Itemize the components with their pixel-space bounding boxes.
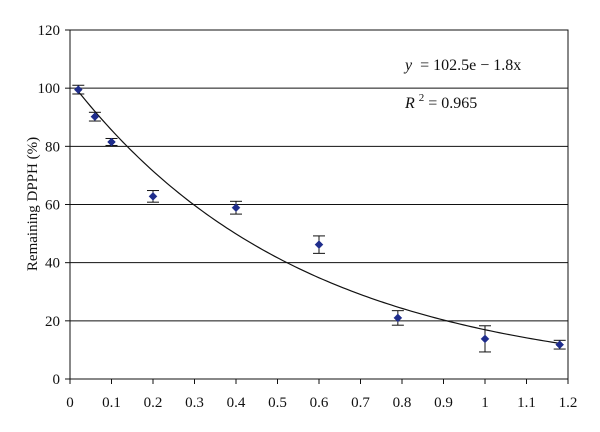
data-point: [147, 190, 159, 203]
diamond-marker: [555, 340, 565, 350]
diamond-marker: [231, 203, 241, 213]
y-tick-label: 0: [53, 372, 61, 388]
r2-superscript: 2: [419, 92, 425, 104]
data-point: [479, 325, 491, 353]
x-tick-label: 1.2: [559, 395, 578, 411]
y-axis-ticks: 0 20 40 60 80 100 120: [38, 23, 70, 388]
diamond-marker: [107, 137, 116, 147]
equation-rhs: = 102.5e − 1.8x: [420, 57, 521, 74]
diamond-marker: [73, 85, 83, 94]
x-tick-label: 0.1: [102, 395, 121, 411]
x-tick-label: 0.2: [144, 395, 163, 411]
x-tick-label: 0.9: [434, 395, 453, 411]
x-tick-label: 0: [66, 395, 74, 411]
diamond-marker: [480, 334, 490, 344]
y-axis-title: Remaining DPPH (%): [25, 137, 41, 271]
data-point: [72, 84, 85, 95]
data-point: [88, 111, 101, 122]
data-point: [105, 137, 118, 147]
diamond-marker: [90, 112, 100, 122]
y-tick-label: 40: [45, 256, 60, 272]
fit-equation: y = 102.5e − 1.8x: [403, 57, 521, 74]
x-tick-label: 0.5: [268, 395, 287, 411]
x-tick-label: 0.3: [185, 395, 204, 411]
x-tick-label: 0.7: [351, 395, 370, 411]
y-tick-label: 100: [38, 81, 61, 97]
diamond-marker: [148, 192, 158, 201]
y-tick-label: 60: [45, 198, 60, 214]
data-point: [553, 339, 566, 350]
r2-label: R: [404, 95, 415, 112]
diamond-marker: [393, 313, 403, 323]
y-tick-label: 120: [38, 23, 61, 39]
x-tick-label: 1: [481, 395, 489, 411]
x-tick-label: 1.1: [517, 395, 536, 411]
r-squared: R 2 = 0.965: [404, 88, 477, 112]
data-point: [313, 235, 325, 254]
equation-lhs: y: [403, 57, 413, 74]
y-tick-label: 20: [45, 314, 60, 330]
exponential-fit-curve: [77, 91, 560, 344]
x-axis-ticks: 0 0.1 0.2 0.3 0.4 0.5 0.6 0.7 0.8 0.9 1 1.1 1.2: [66, 379, 577, 411]
x-tick-label: 0.4: [227, 395, 246, 411]
data-point: [230, 200, 242, 215]
data-points: [72, 84, 566, 353]
r2-value: = 0.965: [428, 95, 477, 112]
x-tick-label: 0.6: [310, 395, 329, 411]
diamond-marker: [314, 240, 324, 249]
y-tick-label: 80: [45, 139, 60, 155]
data-point: [391, 310, 404, 326]
x-tick-label: 0.8: [393, 395, 412, 411]
